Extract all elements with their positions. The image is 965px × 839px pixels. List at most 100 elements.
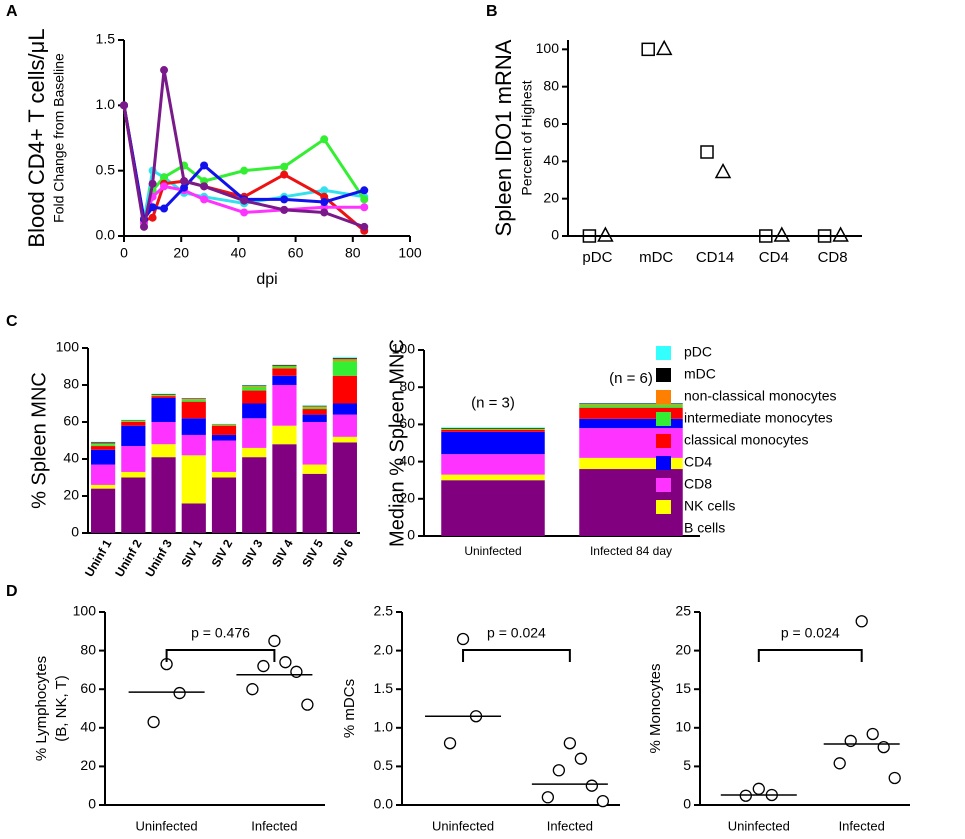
x-tick-label: CD4 xyxy=(759,249,789,266)
point xyxy=(148,213,157,222)
legend-label: CD8 xyxy=(684,476,712,492)
bar-segment xyxy=(441,427,545,429)
y-tick-label: 100 xyxy=(56,339,80,355)
point xyxy=(844,734,857,748)
bar-segment xyxy=(91,443,116,445)
bar-segment xyxy=(151,394,176,396)
x-tick-label: SIV 1 xyxy=(178,537,205,570)
bar-segment xyxy=(302,405,327,407)
legend-swatch xyxy=(656,346,671,360)
bar-segment xyxy=(91,484,116,489)
y-axis-label: (B, NK, T) xyxy=(53,675,70,741)
bar-segment xyxy=(332,359,357,361)
x-tick-label: Uninf 2 xyxy=(112,537,145,579)
bar-segment xyxy=(242,385,267,387)
bar-segment xyxy=(242,403,267,419)
legend-swatch xyxy=(656,434,671,448)
y-tick-label: 0 xyxy=(88,796,96,812)
y-axis-label: Blood CD4+ T cells/μL xyxy=(24,28,49,247)
marker xyxy=(641,42,655,57)
bar-segment xyxy=(272,375,297,385)
point xyxy=(563,737,577,750)
bar-segment xyxy=(121,477,146,533)
bracket xyxy=(462,649,571,662)
point xyxy=(301,698,314,711)
bar-segment xyxy=(332,436,357,443)
x-tick-label: Infected 84 day xyxy=(590,544,672,558)
bar-segment xyxy=(242,447,267,458)
bar-segment xyxy=(272,425,297,445)
bar-segment xyxy=(151,396,176,398)
point xyxy=(246,683,259,696)
point xyxy=(147,715,160,729)
bar-segment xyxy=(151,444,176,458)
y-tick-label: 60 xyxy=(543,115,559,131)
y-tick-label: 100 xyxy=(73,603,97,619)
y-tick-label: 20 xyxy=(63,487,79,503)
legend-swatch xyxy=(656,500,671,514)
bar-segment xyxy=(332,375,357,404)
x-tick-label: Infected xyxy=(251,818,297,833)
bracket xyxy=(757,649,863,662)
y-tick-label: 0 xyxy=(683,796,691,812)
bar-segment xyxy=(272,366,297,369)
y-tick-label: 20 xyxy=(543,189,559,205)
bar-segment xyxy=(242,457,267,533)
x-tick-label: Uninfected xyxy=(136,818,198,833)
bar-segment xyxy=(441,454,545,475)
point xyxy=(173,686,186,700)
y-tick-label: 1.0 xyxy=(96,96,116,112)
bar-segment xyxy=(151,395,176,397)
bar-segment xyxy=(91,442,116,444)
bar-segment xyxy=(332,358,357,360)
point xyxy=(148,203,157,212)
x-tick-label: Infected xyxy=(839,818,885,833)
point xyxy=(360,203,369,212)
point xyxy=(200,161,209,170)
y-tick-label: 80 xyxy=(543,77,559,93)
panel-label: B xyxy=(486,3,498,20)
point xyxy=(280,170,289,179)
bar-segment xyxy=(181,399,206,402)
bar-segment xyxy=(211,425,237,435)
y-tick-label: 2.0 xyxy=(374,641,394,657)
y-tick-label: 100 xyxy=(392,341,416,357)
panel-label: A xyxy=(6,3,18,20)
point xyxy=(752,782,765,795)
y-tick-label: 0 xyxy=(407,527,415,543)
bar-segment xyxy=(211,471,237,478)
point xyxy=(443,737,457,750)
bar-segment xyxy=(302,422,327,465)
y-tick-label: 0 xyxy=(551,227,559,243)
y-tick-label: 0.0 xyxy=(96,227,116,243)
legend-label: NK cells xyxy=(684,498,735,514)
x-tick-label: Uninfected xyxy=(432,818,494,833)
y-tick-label: 40 xyxy=(399,452,415,468)
y-tick-label: 60 xyxy=(80,680,96,696)
x-tick-label: SIV 3 xyxy=(239,537,266,570)
legend-swatch xyxy=(656,522,671,536)
point xyxy=(855,615,868,628)
x-tick-label: Uninf 1 xyxy=(82,537,115,579)
point xyxy=(320,135,329,144)
legend-swatch xyxy=(656,478,671,492)
marker xyxy=(832,226,849,242)
x-tick-label: Uninfected xyxy=(728,818,790,833)
y-tick-label: 40 xyxy=(543,152,559,168)
bracket xyxy=(165,649,276,662)
x-tick-label: 20 xyxy=(173,245,189,261)
point xyxy=(180,183,189,192)
x-axis-label: dpi xyxy=(256,271,277,288)
legend-swatch xyxy=(656,456,671,470)
x-tick-label: SIV 5 xyxy=(299,537,326,570)
y-tick-label: 0.5 xyxy=(96,161,116,177)
point xyxy=(320,186,329,195)
legend-label: intermediate monocytes xyxy=(684,410,833,426)
bar-segment xyxy=(121,471,146,478)
bar-segment xyxy=(91,446,116,450)
point xyxy=(140,222,149,231)
point xyxy=(200,182,209,191)
y-axis-label: Fold Change from Baseline xyxy=(51,53,67,223)
x-tick-label: SIV 4 xyxy=(269,537,296,570)
bar-segment xyxy=(272,385,297,426)
